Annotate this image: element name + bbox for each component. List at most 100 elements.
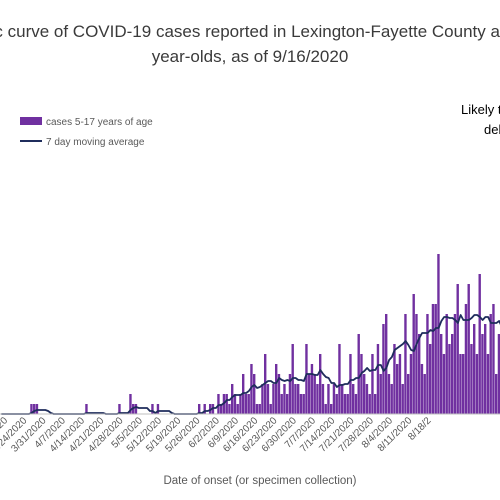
bar xyxy=(266,384,270,414)
bar xyxy=(346,394,349,414)
bar xyxy=(420,364,424,414)
bar xyxy=(118,404,121,414)
bar xyxy=(393,344,396,414)
bar xyxy=(379,374,382,414)
bar xyxy=(462,354,465,414)
bar xyxy=(440,334,443,414)
moving-average-line xyxy=(1,314,500,415)
bar xyxy=(217,394,220,414)
bar xyxy=(283,384,286,414)
bar xyxy=(352,384,355,414)
bar xyxy=(387,374,391,414)
bar xyxy=(151,404,154,414)
bar xyxy=(354,394,358,414)
bar xyxy=(244,394,248,414)
bar xyxy=(198,404,201,414)
chart-title-line-1: demic curve of COVID-19 cases reported i… xyxy=(0,22,500,41)
bar xyxy=(33,404,36,414)
bar xyxy=(407,374,410,414)
bar xyxy=(319,354,322,414)
bar xyxy=(220,404,223,414)
bar xyxy=(341,384,344,414)
bar xyxy=(431,304,435,414)
bar xyxy=(335,394,338,414)
legend-label-bars: cases 5-17 years of age xyxy=(46,117,153,128)
bar xyxy=(459,354,462,414)
bar xyxy=(156,404,160,414)
bar xyxy=(231,384,234,414)
bar xyxy=(30,404,33,414)
bar xyxy=(453,314,457,414)
bar xyxy=(478,274,481,414)
bar xyxy=(277,374,281,414)
bar xyxy=(396,364,399,414)
bar xyxy=(250,364,253,414)
bar xyxy=(297,384,300,414)
bar xyxy=(495,374,498,414)
bar xyxy=(134,404,138,414)
bar xyxy=(275,364,278,414)
bar xyxy=(349,354,352,414)
bar xyxy=(286,394,289,414)
bar xyxy=(253,374,256,414)
bar xyxy=(429,344,432,414)
bar xyxy=(261,384,264,414)
bar xyxy=(448,344,451,414)
bar xyxy=(368,394,371,414)
bar xyxy=(486,354,490,414)
bar xyxy=(404,314,407,414)
bar xyxy=(269,404,272,414)
bar xyxy=(374,394,377,414)
bar xyxy=(324,404,327,414)
bar xyxy=(316,384,319,414)
bar xyxy=(456,284,459,414)
bar xyxy=(390,384,393,414)
x-tick-label: /2020 xyxy=(0,415,10,441)
annotation-line-1: Likely t xyxy=(461,102,500,117)
bar xyxy=(418,334,421,414)
bar xyxy=(313,374,316,414)
bar xyxy=(305,344,308,414)
bar xyxy=(365,384,369,414)
bar xyxy=(209,404,212,414)
bar xyxy=(398,354,402,414)
bar xyxy=(225,394,228,414)
bar xyxy=(475,354,479,414)
x-axis-label: Date of onset (or specimen collection) xyxy=(163,475,356,487)
bar xyxy=(451,334,454,414)
bar xyxy=(239,394,242,414)
bar xyxy=(467,284,470,414)
bar xyxy=(330,404,333,414)
bar xyxy=(415,314,418,414)
bar xyxy=(426,314,429,414)
bar xyxy=(371,354,374,414)
bar xyxy=(35,404,39,414)
bar xyxy=(272,384,275,414)
bar xyxy=(321,384,325,414)
bar xyxy=(288,374,292,414)
bar xyxy=(233,394,237,414)
bar xyxy=(409,354,413,414)
bar xyxy=(492,304,495,414)
bar xyxy=(489,314,492,414)
legend-label-line: 7 day moving average xyxy=(46,137,145,148)
legend: cases 5-17 years of age 7 day moving ave… xyxy=(20,117,153,148)
bar xyxy=(376,344,380,414)
bar xyxy=(280,394,283,414)
bar xyxy=(412,294,415,414)
bar xyxy=(203,404,206,414)
bar xyxy=(310,364,314,414)
bar xyxy=(357,334,360,414)
legend-swatch-bars xyxy=(20,117,42,125)
chart-title-line-2: year-olds, as of 9/16/2020 xyxy=(152,47,349,66)
bar xyxy=(236,404,239,414)
bar xyxy=(464,304,468,414)
bar xyxy=(445,314,448,414)
bar xyxy=(327,384,330,414)
annotation-line-2: del xyxy=(484,122,500,137)
bar xyxy=(484,324,487,414)
bar xyxy=(258,404,261,414)
bar xyxy=(129,394,132,414)
